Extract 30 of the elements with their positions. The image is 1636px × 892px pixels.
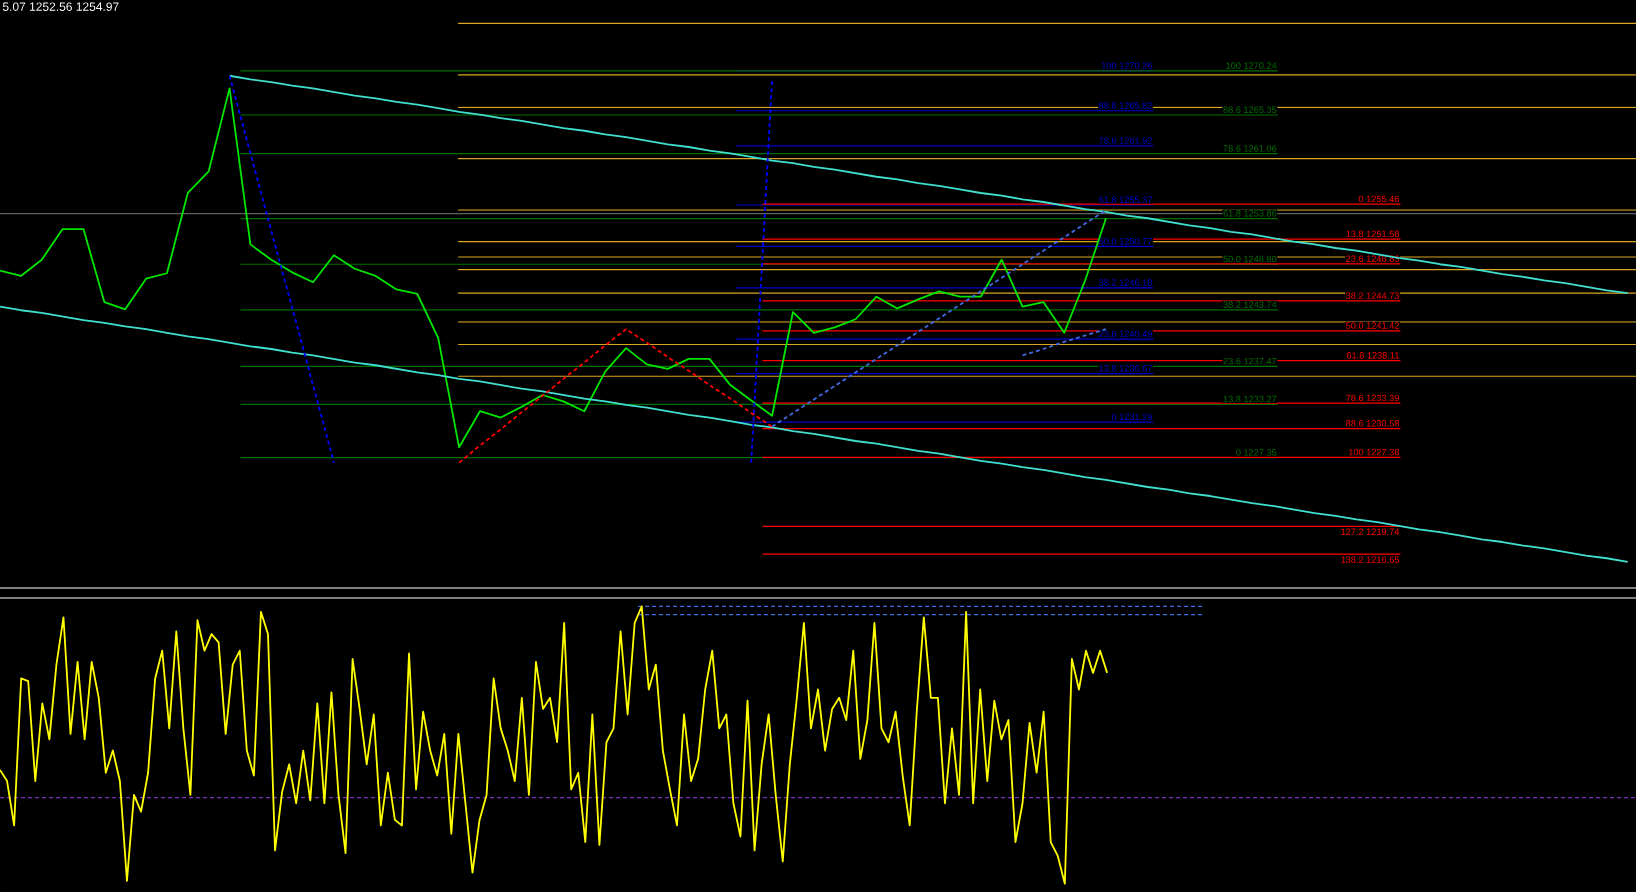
ref-line-label: 13.8 1233.27 — [1223, 395, 1277, 403]
ref-line-label: 138.2 1216.65 — [1341, 556, 1400, 563]
ref-line-label: 127.2 1219.74 — [1341, 528, 1400, 536]
ref-line-label: 0 1231.29 — [1111, 413, 1152, 421]
ref-line-label: 38.2 1246.18 — [1099, 279, 1152, 286]
ref-line-label: 88.6 1265.82 — [1099, 102, 1152, 109]
ref-line-label: 100 1227.38 — [1348, 448, 1399, 456]
ref-line-label: 78.6 1261.06 — [1223, 145, 1277, 152]
ref-line-label: 13.8 1251.58 — [1346, 230, 1399, 238]
ref-line-label: 38.2 1244.73 — [1346, 292, 1399, 299]
ref-line-label: 23.6 1237.47 — [1223, 357, 1277, 365]
ref-line-label: 78.6 1261.92 — [1099, 137, 1152, 144]
ref-line-label: 61.8 1238.11 — [1346, 352, 1399, 359]
ref-line-label: 23.6 1248.83 — [1346, 255, 1399, 262]
ref-line-label: 0 1255.46 — [1358, 195, 1399, 203]
ref-line-label: 23.6 1240.49 — [1099, 330, 1152, 338]
ref-line-label: 0 1227.35 — [1236, 449, 1277, 456]
ref-line-label: 13.8 1236.67 — [1099, 365, 1152, 372]
annotation: 5.07 1252.56 1254.97 — [2, 2, 119, 11]
ref-line-label: 100 1270.24 — [1226, 62, 1277, 69]
ref-line-label: 88.6 1230.58 — [1346, 420, 1399, 427]
ref-line-label: 50.0 1250.77 — [1099, 237, 1152, 245]
ref-line-label: 50.0 1248.80 — [1223, 255, 1277, 263]
ref-line-label: 100 1270.26 — [1101, 62, 1152, 69]
ref-line-label: 78.6 1233.39 — [1346, 394, 1399, 402]
ref-line-label: 38.2 1243.74 — [1223, 301, 1277, 308]
ref-line-label: 61.8 1255.37 — [1099, 196, 1152, 203]
ref-line-label: 61.8 1253.86 — [1223, 210, 1277, 217]
ref-line-label: 50.0 1241.42 — [1346, 322, 1399, 329]
ref-line-label: 88.6 1265.35 — [1223, 106, 1277, 113]
